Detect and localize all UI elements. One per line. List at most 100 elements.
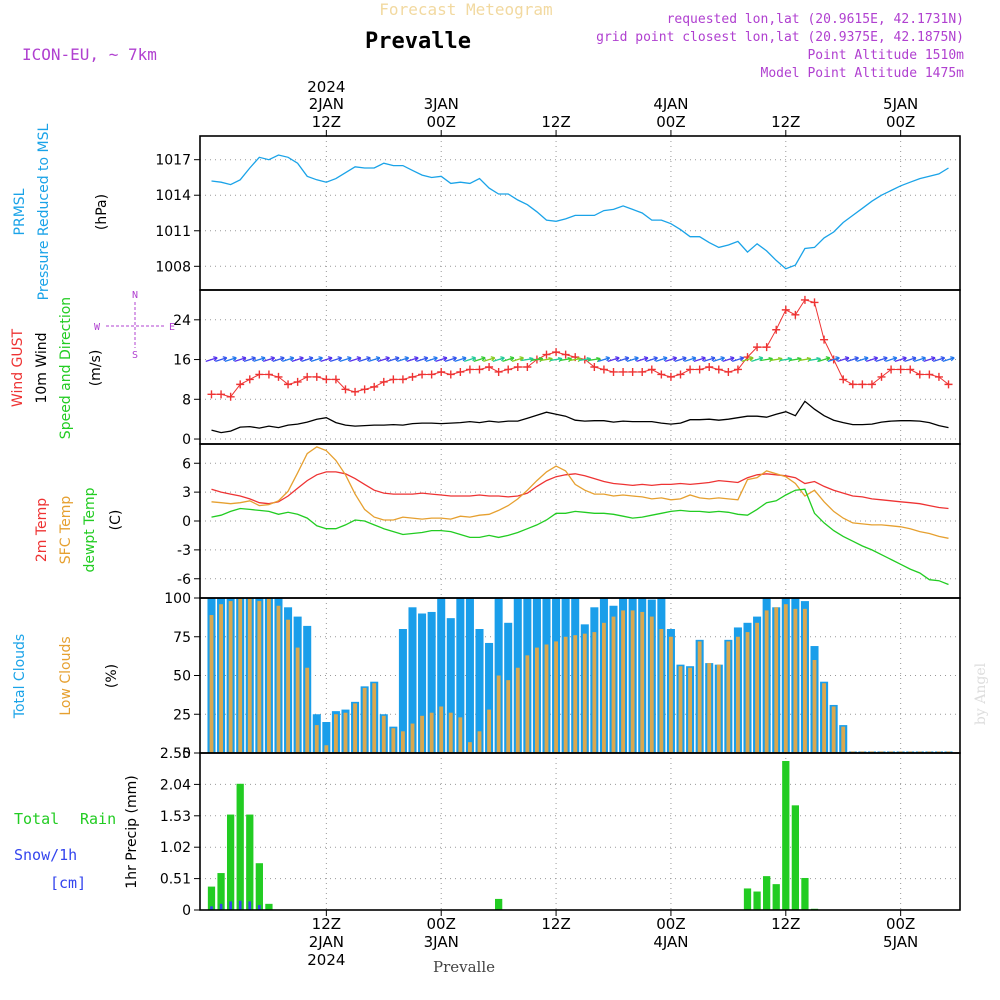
top-date-label: 2JAN bbox=[309, 95, 344, 113]
wind-direction-arrow bbox=[416, 356, 429, 362]
gust-marker bbox=[762, 343, 771, 352]
low-cloud-bar bbox=[401, 731, 405, 753]
gust-marker bbox=[494, 367, 503, 376]
bottom-hour-label: 12Z bbox=[771, 915, 800, 933]
low-cloud-bar bbox=[822, 683, 826, 753]
rain-bar bbox=[246, 814, 254, 910]
wind-desc-label: Speed and Direction bbox=[58, 297, 74, 439]
gust-marker bbox=[284, 380, 293, 389]
low-cloud-bar bbox=[793, 608, 798, 753]
wind-direction-arrow bbox=[253, 356, 266, 362]
gust-marker bbox=[791, 310, 800, 319]
gust-marker bbox=[351, 387, 360, 396]
ytick-label: 2.04 bbox=[160, 777, 191, 793]
panel-clouds: 0 25 50 75 100 bbox=[164, 591, 960, 762]
low-cloud-bar bbox=[554, 641, 558, 753]
top-date-label: 3JAN bbox=[424, 95, 459, 113]
model-altitude: Model Point Altitude 1475m bbox=[761, 66, 965, 81]
wind-direction-arrow bbox=[626, 356, 639, 362]
low-cloud-bar bbox=[343, 712, 348, 753]
sfc-temp-line bbox=[211, 446, 949, 539]
gust-marker bbox=[609, 367, 618, 376]
top-hour-label: 12Z bbox=[541, 113, 570, 131]
wind-direction-arrow bbox=[339, 356, 352, 362]
wind-direction-arrow bbox=[866, 356, 879, 362]
low-cloud-bar bbox=[305, 667, 310, 753]
gust-marker bbox=[312, 372, 321, 381]
compass-icon: N S W E bbox=[94, 290, 175, 361]
low-cloud-bar bbox=[362, 687, 367, 753]
gust-marker bbox=[858, 380, 867, 389]
panel-pressure: 1008 1011 1014 1017 bbox=[155, 136, 960, 290]
temp-unit-label: (C) bbox=[108, 510, 124, 531]
requested-coords: requested lon,lat (20.9615E, 42.1731N) bbox=[667, 12, 964, 27]
rain-bar bbox=[772, 884, 780, 910]
wind-label: 10m Wind bbox=[34, 332, 50, 403]
gust-marker bbox=[906, 365, 915, 374]
low-cloud-bar bbox=[506, 680, 511, 753]
wind-direction-arrow bbox=[358, 356, 371, 362]
wind-direction-arrow bbox=[636, 356, 649, 362]
wind-direction-arrow bbox=[454, 356, 467, 362]
gust-marker bbox=[217, 390, 226, 399]
compass-e: E bbox=[169, 322, 175, 333]
panel-temperature: -6 -3 0 3 6 bbox=[177, 444, 960, 598]
wind-direction-arrow bbox=[598, 356, 611, 362]
wind-direction-arrow bbox=[425, 356, 438, 362]
top-date-label: 5JAN bbox=[883, 95, 918, 113]
gust-marker bbox=[561, 350, 570, 359]
rain-bar bbox=[753, 891, 761, 910]
ytick-label: -3 bbox=[177, 543, 191, 559]
low-cloud-bar bbox=[515, 667, 520, 753]
temp2m-label: 2m Temp bbox=[34, 498, 50, 562]
snow-unit-label: [cm] bbox=[50, 874, 86, 892]
snow-bar bbox=[248, 901, 252, 910]
wind-direction-arrow bbox=[224, 356, 237, 362]
rain-bar bbox=[255, 863, 263, 910]
low-cloud-bar bbox=[219, 604, 223, 753]
gust-marker bbox=[944, 380, 953, 389]
gust-marker bbox=[236, 380, 245, 389]
total-cloud-bar bbox=[408, 607, 417, 753]
bottom-date-label: 3JAN bbox=[424, 933, 459, 951]
low-cloud-bar bbox=[774, 607, 779, 753]
wind-direction-arrow bbox=[751, 356, 764, 362]
gust-marker bbox=[915, 370, 924, 379]
gust-marker bbox=[666, 372, 675, 381]
top-hour-label: 00Z bbox=[886, 113, 915, 131]
low-cloud-bar bbox=[707, 663, 712, 753]
gust-marker bbox=[293, 377, 302, 386]
wind-direction-arrow bbox=[387, 356, 400, 362]
wind-direction-arrow bbox=[827, 356, 840, 362]
pressure-labels: PRMSL Pressure Reduced to MSL (hPa) bbox=[12, 123, 110, 300]
gust-marker bbox=[504, 365, 513, 374]
wind-direction-arrow bbox=[607, 356, 620, 362]
gust-marker bbox=[772, 325, 781, 334]
rain-label: Rain bbox=[80, 810, 116, 828]
snow-bar bbox=[229, 901, 232, 910]
total-cloud-bar bbox=[427, 611, 436, 753]
wind-unit-label: (m/s) bbox=[88, 350, 104, 387]
gust-marker bbox=[839, 375, 848, 384]
total-cloud-bar bbox=[456, 598, 465, 753]
ytick-label: 100 bbox=[164, 591, 191, 607]
gust-marker bbox=[686, 365, 695, 374]
low-cloud-bar bbox=[678, 666, 683, 753]
ytick-label: 0 bbox=[182, 746, 191, 762]
wind-direction-arrow bbox=[463, 356, 477, 362]
ytick-label: 8 bbox=[182, 392, 191, 408]
station-title: Prevalle bbox=[365, 29, 471, 54]
low-cloud-bar bbox=[525, 655, 530, 753]
gust-marker bbox=[820, 335, 829, 344]
ytick-label: 1.02 bbox=[160, 840, 191, 856]
low-cloud-bar bbox=[611, 616, 616, 753]
gust-marker bbox=[303, 372, 312, 381]
low-cloud-bar bbox=[803, 608, 807, 753]
low-cloud-bar bbox=[640, 611, 645, 753]
gust-marker bbox=[513, 363, 522, 371]
gust-marker bbox=[245, 375, 254, 384]
wind-direction-arrow bbox=[741, 356, 754, 362]
rain-bar bbox=[782, 761, 790, 910]
top-year-label: 2024 bbox=[307, 78, 345, 96]
gust-marker bbox=[255, 370, 264, 379]
